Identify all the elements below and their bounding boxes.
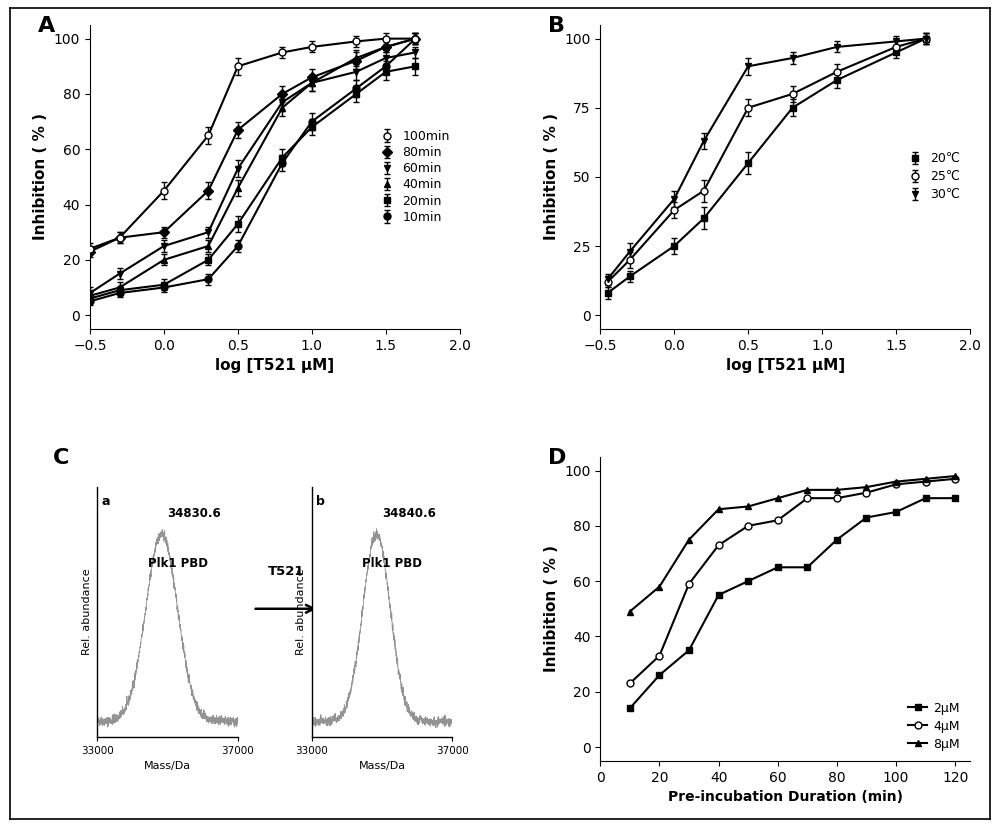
Text: D: D: [548, 447, 567, 467]
4μM: [949, 474, 961, 484]
Text: T521: T521: [268, 566, 304, 578]
Line: 2μM: 2μM: [626, 495, 959, 712]
Text: C: C: [53, 447, 69, 467]
2μM: [949, 493, 961, 503]
8μM: [949, 471, 961, 481]
4μM: [890, 480, 902, 490]
8μM: [772, 493, 784, 503]
2μM: [653, 670, 665, 680]
Line: 4μM: 4μM: [626, 476, 959, 687]
Legend: 20℃, 25℃, 30℃: 20℃, 25℃, 30℃: [901, 149, 964, 205]
X-axis label: log [T521 μM]: log [T521 μM]: [726, 358, 845, 373]
4μM: [653, 651, 665, 661]
4μM: [742, 521, 754, 531]
2μM: [801, 562, 813, 572]
Y-axis label: Inhibition ( % ): Inhibition ( % ): [544, 113, 559, 241]
2μM: [742, 576, 754, 586]
Y-axis label: Inhibition ( % ): Inhibition ( % ): [544, 545, 559, 672]
4μM: [624, 678, 636, 688]
Text: B: B: [548, 16, 565, 36]
4μM: [831, 493, 843, 503]
4μM: [860, 488, 872, 498]
X-axis label: Pre-incubation Duration (min): Pre-incubation Duration (min): [668, 790, 903, 804]
8μM: [920, 474, 932, 484]
2μM: [860, 513, 872, 523]
8μM: [713, 504, 725, 514]
Legend: 2μM, 4μM, 8μM: 2μM, 4μM, 8μM: [905, 698, 964, 754]
2μM: [831, 535, 843, 545]
4μM: [683, 579, 695, 589]
8μM: [742, 501, 754, 511]
2μM: [713, 590, 725, 600]
Legend: 100min, 80min, 60min, 40min, 20min, 10min: 100min, 80min, 60min, 40min, 20min, 10mi…: [374, 127, 453, 227]
4μM: [801, 493, 813, 503]
X-axis label: log [T521 μM]: log [T521 μM]: [215, 358, 334, 373]
8μM: [653, 581, 665, 591]
4μM: [920, 476, 932, 486]
8μM: [831, 485, 843, 495]
8μM: [624, 606, 636, 616]
4μM: [772, 515, 784, 525]
8μM: [860, 482, 872, 492]
2μM: [683, 645, 695, 655]
8μM: [683, 535, 695, 545]
2μM: [890, 507, 902, 517]
8μM: [801, 485, 813, 495]
4μM: [713, 540, 725, 550]
Y-axis label: Inhibition ( % ): Inhibition ( % ): [33, 113, 48, 241]
Line: 8μM: 8μM: [626, 472, 959, 615]
8μM: [890, 476, 902, 486]
Text: A: A: [38, 16, 55, 36]
2μM: [920, 493, 932, 503]
2μM: [772, 562, 784, 572]
2μM: [624, 703, 636, 713]
